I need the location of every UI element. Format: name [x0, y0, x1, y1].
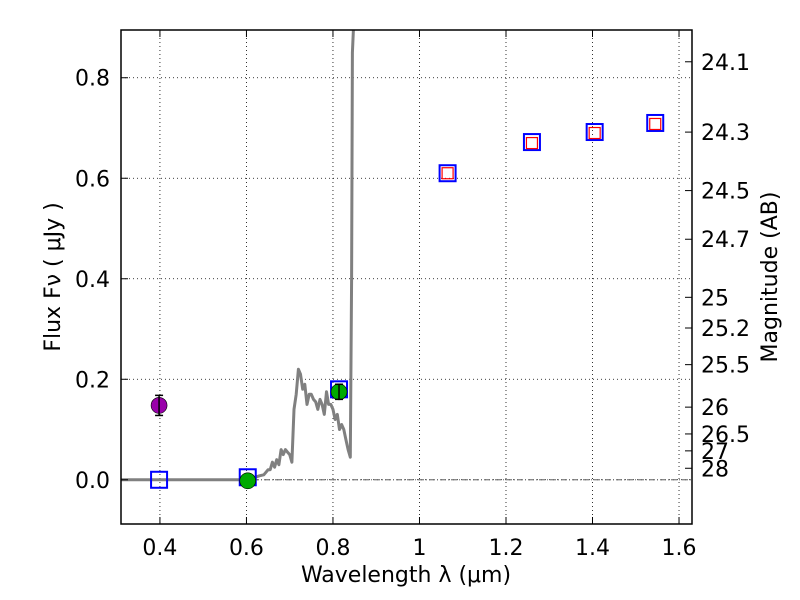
y-tick-label: 0.2 [75, 368, 110, 393]
y2-tick-label: 24.3 [701, 121, 750, 146]
x-tick-label: 0.4 [142, 536, 177, 561]
data-point [239, 472, 257, 490]
model-photometry-square [438, 164, 457, 183]
model-photometry-square [585, 123, 604, 142]
y2-tick-label: 25.5 [701, 354, 750, 379]
upper-limit-square [588, 126, 601, 140]
y2-tick-label: 27 [701, 440, 729, 465]
model-photometry-square [522, 133, 541, 152]
y-tick-label: 0.8 [75, 67, 110, 92]
upper-limit-square [441, 167, 454, 180]
x-axis-label: Wavelength λ (μm) [301, 563, 511, 588]
model-photometry-square [150, 470, 169, 489]
y2-tick-label: 25 [701, 286, 729, 311]
upper-limit-square [525, 136, 539, 150]
x-tick-label: 1.6 [662, 536, 697, 561]
x-axis-ticks: 0.4 0.6 0.8 1 1.2 1.4 1.6 [142, 30, 697, 561]
series-layer [121, 30, 665, 490]
x-tick-label: 1.4 [575, 536, 610, 561]
y-tick-label: 0.4 [75, 268, 110, 293]
y2-tick-label: 28 [701, 457, 729, 482]
upper-limit-square [649, 117, 662, 131]
plot-frame [120, 29, 693, 525]
y2-tick-label: 24.5 [701, 180, 750, 205]
y2-tick-label: 25.2 [701, 317, 750, 342]
y2-tick-label: 24.1 [701, 51, 750, 76]
y-tick-label: 0.0 [75, 469, 110, 494]
y-axis-label: Flux Fν ( μJy ) [41, 202, 66, 351]
x-tick-label: 1.2 [488, 536, 523, 561]
x-tick-label: 1 [412, 536, 426, 561]
series-clip-group [121, 30, 665, 490]
y2-axis-label: Magnitude (AB) [758, 192, 783, 363]
y2-tick-label: 24.7 [701, 228, 750, 253]
spectrum-line [121, 30, 355, 482]
y2-tick-label: 26 [701, 396, 729, 421]
x-tick-label: 0.8 [315, 536, 350, 561]
y2-tick-label: 26.5 [701, 423, 750, 448]
y-tick-label: 0.6 [75, 167, 110, 192]
y-axis-ticks: 0.0 0.2 0.4 0.6 0.8 [75, 67, 128, 494]
x-tick-label: 0.6 [229, 536, 264, 561]
model-photometry-square [646, 113, 665, 132]
